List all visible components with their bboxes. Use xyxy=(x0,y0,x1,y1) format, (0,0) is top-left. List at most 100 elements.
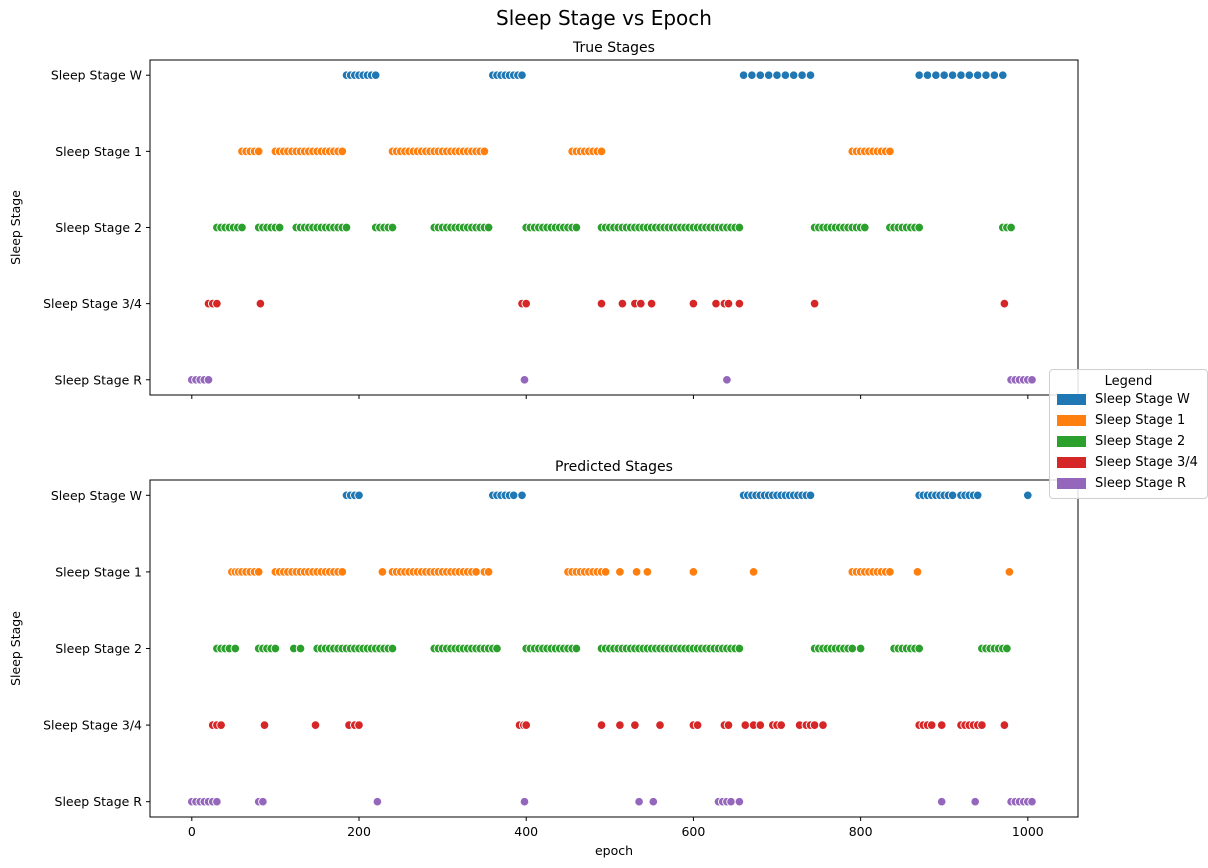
data-point xyxy=(912,567,923,577)
data-point xyxy=(617,298,628,309)
data-point xyxy=(519,375,530,385)
data-point xyxy=(734,796,745,807)
data-point xyxy=(805,490,816,501)
data-point xyxy=(212,796,222,807)
data-point xyxy=(914,643,924,654)
data-point xyxy=(755,70,766,80)
data-point xyxy=(596,720,607,730)
data-point xyxy=(492,643,502,654)
data-point xyxy=(936,796,947,807)
legend-swatch xyxy=(1057,394,1086,405)
legend-item: Sleep Stage W xyxy=(1050,389,1207,410)
data-point xyxy=(387,222,398,233)
data-point xyxy=(295,643,306,654)
y-tick-label: Sleep Stage R xyxy=(55,794,143,809)
data-point xyxy=(914,70,924,80)
data-point xyxy=(776,720,786,730)
data-point xyxy=(999,720,1010,730)
data-point xyxy=(1004,567,1015,577)
data-point xyxy=(519,796,530,807)
x-tick-label: 200 xyxy=(347,824,371,839)
data-point xyxy=(818,720,828,730)
predicted-stages-panel: Predicted Stages Sleep Stage W Sleep Stage… xyxy=(8,459,1079,858)
data-point xyxy=(508,490,519,501)
legend-item: Sleep Stage 3/4 xyxy=(1050,452,1207,473)
data-point xyxy=(212,298,222,309)
data-point xyxy=(370,70,381,80)
data-point xyxy=(521,298,531,309)
data-point xyxy=(230,643,241,654)
data-point xyxy=(1002,643,1012,654)
legend-item: Sleep Stage 2 xyxy=(1050,431,1207,452)
legend-title: Legend xyxy=(1104,374,1153,389)
data-point xyxy=(354,720,364,730)
y-tick-label: Sleep Stage 3/4 xyxy=(43,296,142,311)
data-point xyxy=(998,70,1008,80)
data-point xyxy=(1006,222,1016,233)
data-point xyxy=(596,298,607,309)
legend-label: Sleep Stage R xyxy=(1095,476,1186,491)
data-point xyxy=(747,70,757,80)
data-point xyxy=(711,298,721,309)
x-tick-label: 800 xyxy=(849,824,873,839)
data-point xyxy=(630,720,640,730)
figure-title: Sleep Stage vs Epoch xyxy=(496,6,712,30)
data-point xyxy=(615,567,625,577)
y-tick-label: Sleep Stage 2 xyxy=(55,641,142,656)
legend-item: Sleep Stage R xyxy=(1050,473,1207,494)
data-point xyxy=(615,720,625,730)
y-axis-label: Sleep Stage xyxy=(8,611,23,686)
y-tick-label: Sleep Stage W xyxy=(51,488,142,503)
legend-swatch xyxy=(1057,436,1086,447)
data-point xyxy=(977,720,987,730)
data-point xyxy=(947,490,958,501)
data-point xyxy=(860,222,870,233)
y-tick-label: Sleep Stage R xyxy=(55,372,143,387)
legend-label: Sleep Stage 1 xyxy=(1095,413,1186,428)
y-axis-label: Sleep Stage xyxy=(8,190,23,265)
data-point xyxy=(600,567,611,577)
x-tick-label: 1000 xyxy=(1012,824,1044,839)
data-point xyxy=(922,70,933,80)
data-point xyxy=(939,70,949,80)
data-point xyxy=(972,70,983,80)
data-point xyxy=(655,720,665,730)
data-point xyxy=(981,70,991,80)
data-point xyxy=(253,146,264,157)
data-point xyxy=(274,222,285,233)
data-point xyxy=(722,375,732,385)
legend-swatch xyxy=(1057,478,1086,489)
subplot-title: True Stages xyxy=(572,40,655,56)
data-point xyxy=(855,643,866,654)
data-point xyxy=(809,298,820,309)
data-point xyxy=(809,720,820,730)
data-point xyxy=(847,643,858,654)
data-point xyxy=(636,298,646,309)
data-point xyxy=(947,70,958,80)
data-point xyxy=(885,146,895,157)
data-point xyxy=(203,375,214,385)
data-point xyxy=(631,567,642,577)
data-point xyxy=(596,146,607,157)
legend-item: Sleep Stage 1 xyxy=(1050,410,1207,431)
data-point xyxy=(989,70,1000,80)
data-point xyxy=(517,70,527,80)
true-stages-panel: True Stages Sleep Stage W Sleep Stage 1 Sle… xyxy=(8,40,1079,399)
data-point xyxy=(634,796,644,807)
data-point xyxy=(734,298,745,309)
data-point xyxy=(723,298,734,309)
data-point xyxy=(734,643,745,654)
data-point xyxy=(341,222,352,233)
data-point xyxy=(571,222,582,233)
data-point xyxy=(740,720,751,730)
legend-swatch xyxy=(1057,415,1086,426)
data-point xyxy=(216,720,226,730)
data-point xyxy=(372,796,383,807)
data-point xyxy=(970,796,980,807)
legend-label: Sleep Stage 2 xyxy=(1095,434,1186,449)
data-point xyxy=(788,70,799,80)
data-point xyxy=(471,567,481,577)
data-point xyxy=(797,70,807,80)
x-tick-label: 600 xyxy=(681,824,705,839)
